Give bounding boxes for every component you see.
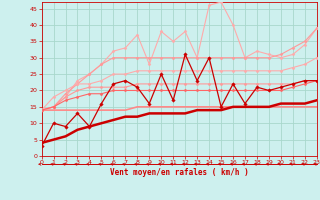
- X-axis label: Vent moyen/en rafales ( km/h ): Vent moyen/en rafales ( km/h ): [110, 168, 249, 177]
